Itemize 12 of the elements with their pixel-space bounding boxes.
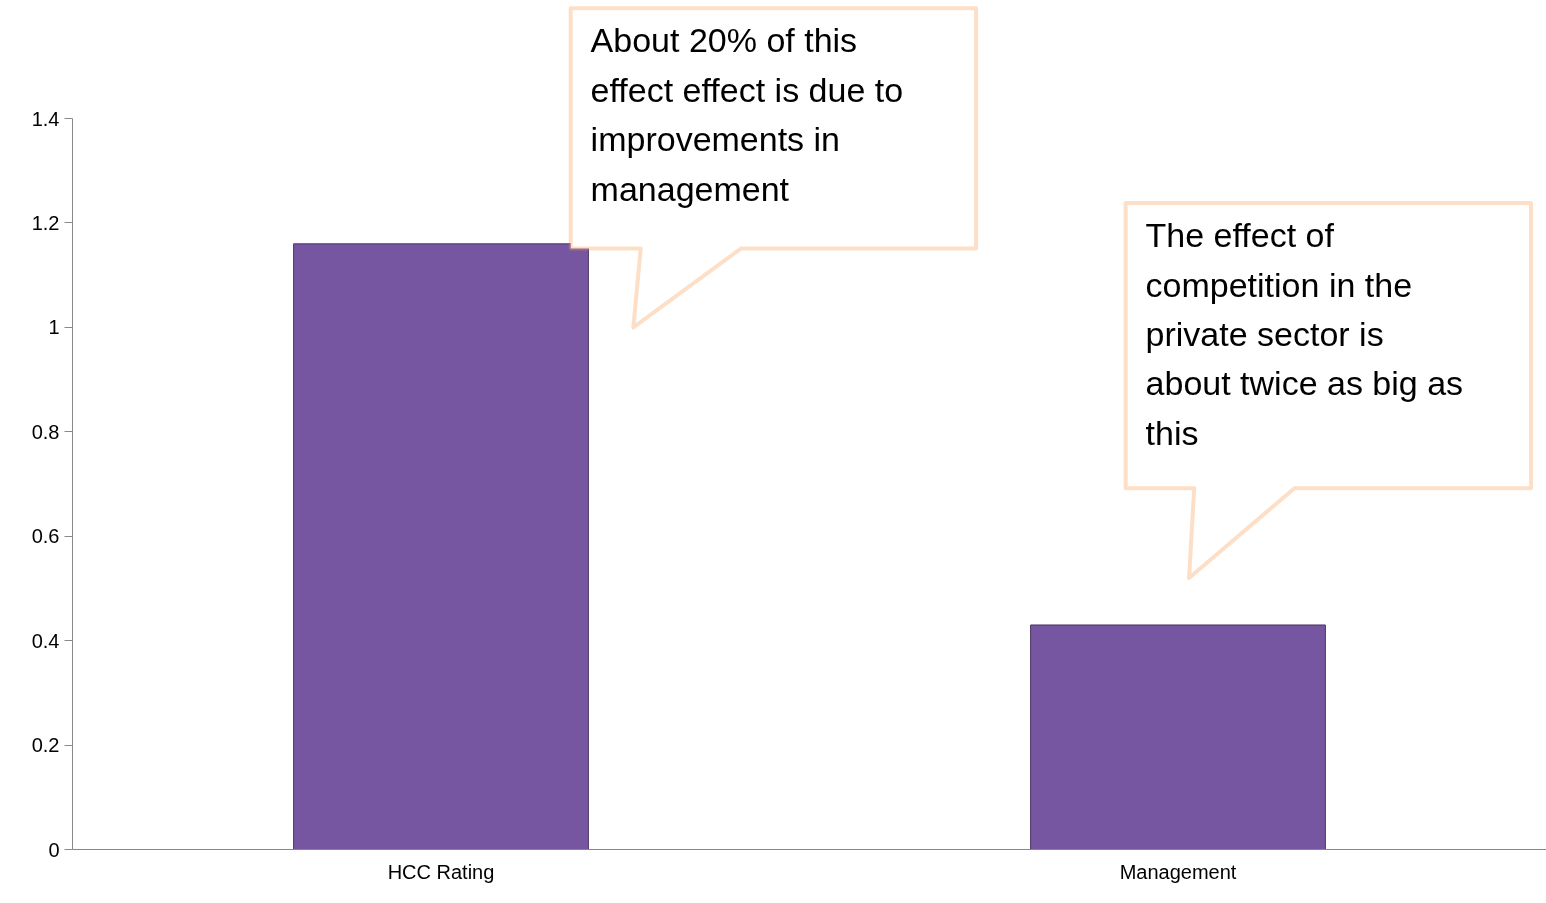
y-tick-label: 0 <box>48 838 60 861</box>
annotation: The effect of competition in the private sector is about twice as big as this <box>1145 216 1464 452</box>
x-tick-label: Management <box>1119 860 1237 883</box>
y-tick-label: 1.2 <box>31 211 60 234</box>
y-tick-label: 0.4 <box>31 629 60 652</box>
y-tick-label: 0.6 <box>31 525 60 548</box>
x-tick-label: HCC Rating <box>387 860 495 883</box>
y-tick-label: 1.4 <box>31 107 60 130</box>
y-tick-label: 0.8 <box>31 420 60 443</box>
y-tick-label: 1 <box>48 316 60 339</box>
annotation: About 20% of this effect effect is due to improvements in management <box>590 21 904 208</box>
y-tick-label: 0.2 <box>31 734 60 757</box>
